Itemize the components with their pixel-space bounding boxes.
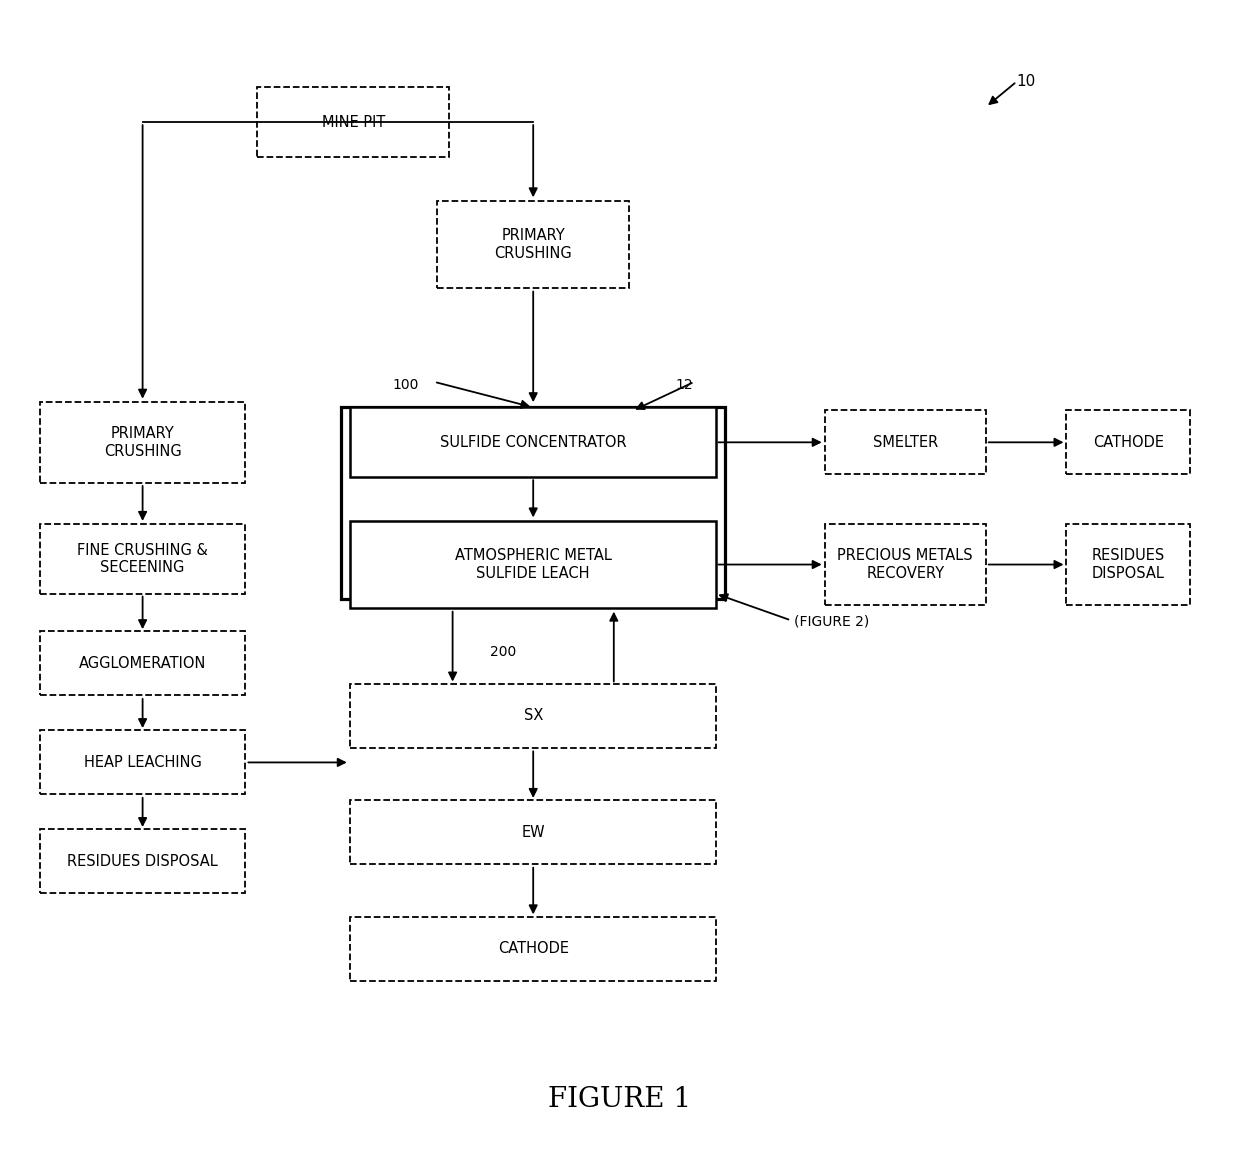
Text: PRIMARY
CRUSHING: PRIMARY CRUSHING [495,228,572,261]
Text: SULFIDE CONCENTRATOR: SULFIDE CONCENTRATOR [440,435,626,449]
Text: CATHODE: CATHODE [497,942,569,956]
FancyBboxPatch shape [350,684,715,748]
Text: RESIDUES
DISPOSAL: RESIDUES DISPOSAL [1091,548,1166,581]
Text: (FIGURE 2): (FIGURE 2) [794,615,869,629]
Text: AGGLOMERATION: AGGLOMERATION [79,656,206,670]
Text: CATHODE: CATHODE [1092,435,1164,449]
FancyBboxPatch shape [350,521,715,608]
FancyBboxPatch shape [40,829,246,894]
FancyBboxPatch shape [257,87,449,157]
Text: HEAP LEACHING: HEAP LEACHING [83,755,202,769]
Text: RESIDUES DISPOSAL: RESIDUES DISPOSAL [67,854,218,868]
Text: 10: 10 [1017,74,1037,88]
Text: MINE PIT: MINE PIT [321,115,386,129]
FancyBboxPatch shape [40,631,246,696]
Text: ATMOSPHERIC METAL
SULFIDE LEACH: ATMOSPHERIC METAL SULFIDE LEACH [455,548,611,581]
FancyBboxPatch shape [825,410,986,475]
FancyBboxPatch shape [40,402,246,483]
Text: 200: 200 [490,645,516,659]
Text: 12: 12 [676,378,693,392]
Text: SMELTER: SMELTER [873,435,937,449]
Text: PRECIOUS METALS
RECOVERY: PRECIOUS METALS RECOVERY [837,548,973,581]
FancyBboxPatch shape [1066,410,1190,475]
FancyBboxPatch shape [350,801,715,864]
FancyBboxPatch shape [350,917,715,980]
FancyBboxPatch shape [350,407,715,477]
FancyBboxPatch shape [825,524,986,605]
FancyBboxPatch shape [40,524,246,594]
Text: 100: 100 [393,378,419,392]
Text: PRIMARY
CRUSHING: PRIMARY CRUSHING [104,426,181,459]
Text: SX: SX [523,709,543,723]
Text: EW: EW [521,825,546,839]
FancyBboxPatch shape [40,731,246,795]
Text: FIGURE 1: FIGURE 1 [548,1086,692,1114]
FancyBboxPatch shape [1066,524,1190,605]
FancyBboxPatch shape [436,200,629,288]
Text: FINE CRUSHING &
SECEENING: FINE CRUSHING & SECEENING [77,542,208,575]
